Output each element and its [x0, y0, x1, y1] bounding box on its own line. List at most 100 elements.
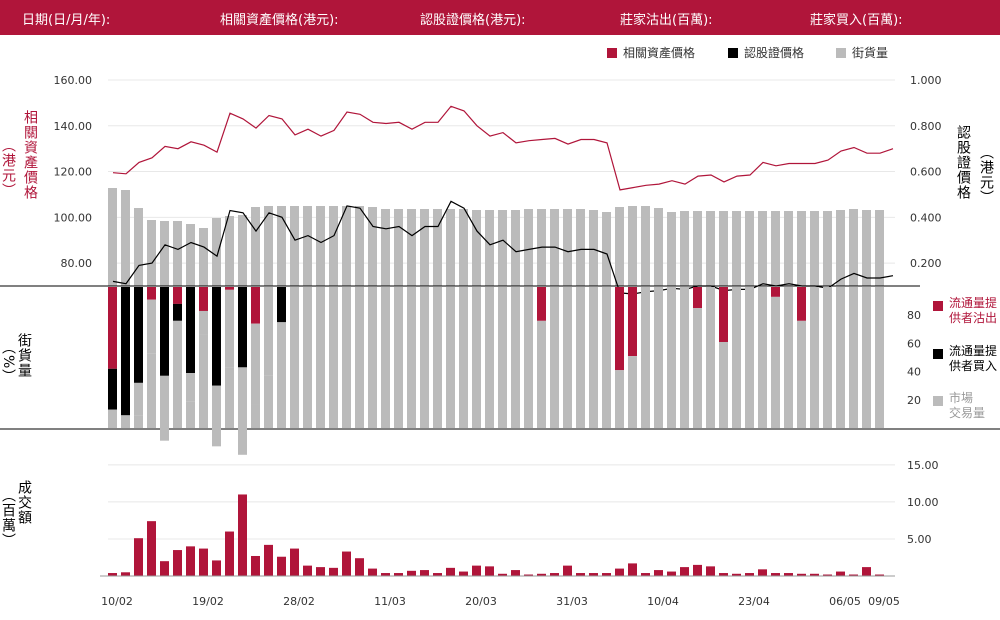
- turnover-bar: [446, 567, 455, 576]
- outstanding-bar: [342, 206, 351, 286]
- outstanding-bar: [160, 221, 169, 286]
- turnover-bar: [264, 544, 273, 576]
- lp-buy-bar: [121, 287, 130, 416]
- x-tick-label: 31/03: [556, 595, 588, 608]
- x-tick-label: 09/05: [868, 595, 900, 608]
- outstanding-bar: [212, 218, 221, 286]
- mid-tick-label: 40: [907, 366, 921, 379]
- outstanding-bar: [810, 211, 819, 286]
- market-volume-bar: [186, 373, 195, 402]
- turnover-bar: [537, 573, 546, 576]
- outstanding-bar: [654, 208, 663, 286]
- left-top-axis-unit: ︵港元︶: [0, 138, 16, 198]
- lp-sell-bar: [771, 287, 780, 297]
- turnover-bar: [511, 570, 520, 576]
- outstanding-bar: [147, 220, 156, 286]
- outstanding-bar: [589, 210, 598, 286]
- market-volume-bar: [394, 287, 403, 428]
- market-volume-bar: [667, 287, 676, 428]
- turnover-bar: [784, 573, 793, 576]
- market-volume-bar: [173, 320, 182, 374]
- warrant-price-line: [112, 200, 894, 295]
- market-volume-bar: [147, 353, 156, 428]
- legend-lp-buy-line2: 供者買入: [949, 359, 998, 373]
- market-volume-bar: [602, 287, 611, 428]
- turnover-bar: [732, 573, 741, 576]
- outstanding-bar: [329, 206, 338, 286]
- outstanding-bar: [134, 208, 143, 286]
- outstanding-bar: [836, 210, 845, 286]
- x-tick-label: 28/02: [283, 595, 315, 608]
- x-tick-label: 10/02: [101, 595, 133, 608]
- market-volume-bar: [264, 375, 273, 428]
- outstanding-bar: [771, 211, 780, 286]
- right-top-axis-unit: ︵港元︶: [978, 145, 994, 205]
- outstanding-bar: [472, 210, 481, 286]
- outstanding-bar: [511, 210, 520, 286]
- outstanding-bar: [446, 209, 455, 286]
- header-warrant-label: 認股證價格(港元):: [420, 13, 526, 28]
- outstanding-bar: [823, 211, 832, 286]
- outstanding-bar: [225, 216, 234, 286]
- turnover-bar: [524, 574, 533, 576]
- turnover-bar: [407, 570, 416, 576]
- market-volume-bar: [576, 287, 585, 428]
- market-volume-bar: [706, 287, 715, 428]
- outstanding-bar: [498, 210, 507, 286]
- turnover-bar: [251, 555, 260, 576]
- turnover-bar: [420, 570, 429, 576]
- turnover-bar: [550, 573, 559, 576]
- lp-sell-bar: [108, 287, 117, 369]
- mid-tick-label: 80: [907, 309, 921, 322]
- turnover-bar: [615, 568, 624, 576]
- outstanding-bar: [277, 206, 286, 286]
- market-volume-bar: [186, 401, 195, 428]
- market-volume-bar: [251, 404, 260, 428]
- outstanding-bar: [797, 211, 806, 286]
- market-volume-bar: [719, 341, 728, 428]
- legend-lp-sell-swatch: [933, 301, 943, 311]
- legend-warrant-label: 認股證價格: [744, 46, 805, 60]
- market-volume-bar: [628, 356, 637, 428]
- market-volume-bar: [420, 287, 429, 428]
- lp-buy-bar: [173, 303, 182, 321]
- outstanding-bar: [732, 211, 741, 286]
- outstanding-bar: [420, 209, 429, 286]
- market-volume-bar: [459, 287, 468, 428]
- lp-buy-bar: [212, 287, 221, 386]
- outstanding-bar: [628, 206, 637, 286]
- market-volume-bar: [121, 415, 130, 428]
- outstanding-bar: [758, 211, 767, 286]
- legend-lp-buy-line1: 流通量提: [949, 344, 998, 358]
- legend-underlying: 相關資產價格: [607, 44, 695, 61]
- lp-buy-bar: [277, 287, 286, 323]
- lp-buy-bar: [186, 287, 195, 374]
- outstanding-bar: [576, 209, 585, 286]
- outstanding-bar: [433, 209, 442, 286]
- market-volume-bar: [303, 287, 312, 428]
- market-volume-bar: [758, 287, 767, 428]
- outstanding-bar: [485, 210, 494, 286]
- legend-lp-buy-swatch: [933, 349, 943, 359]
- market-volume-bar: [199, 310, 208, 335]
- outstanding-bar: [381, 209, 390, 286]
- outstanding-bar: [693, 211, 702, 286]
- mid-tick-label: 60: [907, 337, 921, 350]
- legend-underlying-swatch: [607, 48, 617, 58]
- market-volume-bar: [381, 287, 390, 428]
- market-volume-bar: [264, 287, 273, 376]
- market-volume-bar: [524, 287, 533, 428]
- market-volume-bar: [147, 299, 156, 354]
- lp-sell-bar: [225, 287, 234, 290]
- market-volume-bar: [875, 287, 884, 428]
- outstanding-bar: [706, 211, 715, 286]
- turnover-bar: [719, 573, 728, 576]
- market-volume-bar: [290, 287, 299, 428]
- turnover-bar: [862, 567, 871, 576]
- market-volume-bar: [446, 287, 455, 428]
- market-volume-bar: [615, 370, 624, 428]
- outstanding-bar: [602, 212, 611, 286]
- header-mm-buy-label: 莊家買入(百萬):: [810, 13, 903, 28]
- turnover-bar: [290, 548, 299, 576]
- outstanding-bar: [199, 228, 208, 286]
